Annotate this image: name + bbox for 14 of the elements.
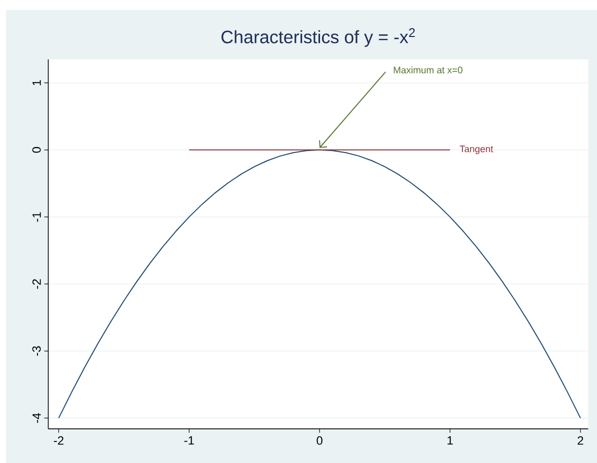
x-tick-label: -1 bbox=[184, 436, 194, 445]
y-tick-label: -2 bbox=[32, 279, 41, 289]
x-tick-label: 2 bbox=[578, 436, 584, 445]
y-tick-label: 0 bbox=[32, 147, 41, 153]
x-tick-label: 0 bbox=[316, 436, 322, 445]
x-tick-label: -2 bbox=[54, 436, 64, 445]
annotation: Maximum at x=0 bbox=[394, 66, 462, 74]
chart-title: Characteristics of y = -x$^{2}$ bbox=[222, 28, 415, 47]
series-label: Tangent bbox=[460, 146, 494, 154]
y-tick-label: -3 bbox=[32, 346, 41, 356]
x-tick-label: 1 bbox=[448, 436, 453, 445]
y-tick-label: 1 bbox=[32, 80, 41, 86]
y-tick-label: -1 bbox=[32, 212, 41, 222]
y-tick-label: -4 bbox=[32, 413, 41, 423]
